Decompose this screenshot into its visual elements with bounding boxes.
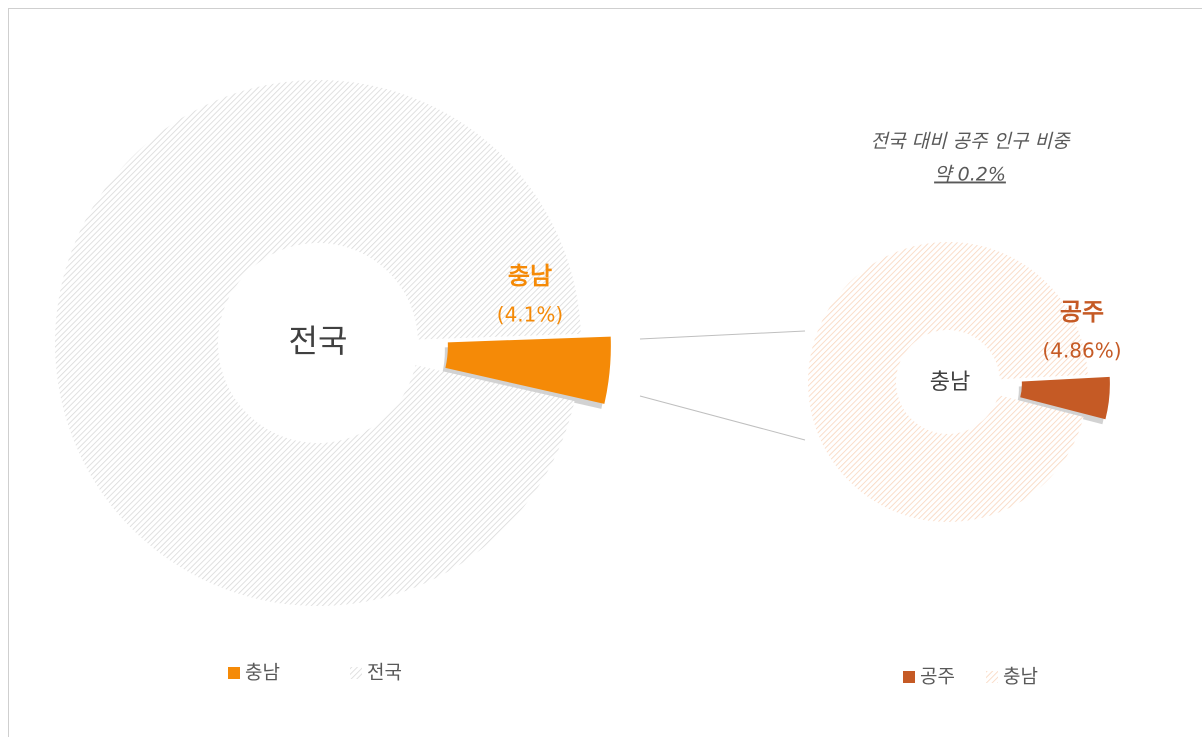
value-label: (4.86%) bbox=[1042, 339, 1121, 363]
center-label: 전국 bbox=[289, 322, 348, 360]
slice bbox=[1020, 376, 1110, 420]
legend-marker bbox=[903, 671, 915, 683]
connector bbox=[639, 395, 806, 441]
legend-label: 공주 bbox=[920, 666, 955, 688]
slice-label: 충남 bbox=[508, 262, 552, 290]
slice-label: 공주 bbox=[1060, 298, 1104, 326]
legend-label: 충남 bbox=[245, 662, 280, 684]
center-label: 충남 bbox=[930, 370, 970, 395]
value-label: (4.1%) bbox=[497, 303, 563, 327]
legend-marker bbox=[986, 671, 998, 683]
annotation: 전국 대비 공주 인구 비중 bbox=[871, 131, 1071, 153]
slice bbox=[54, 79, 581, 606]
legend-label: 충남 bbox=[1003, 666, 1038, 688]
legend-label: 전국 bbox=[367, 662, 402, 684]
slice bbox=[445, 336, 611, 404]
slice bbox=[807, 241, 1088, 522]
connector bbox=[639, 330, 806, 340]
legend-marker bbox=[350, 667, 362, 679]
legend-marker bbox=[228, 667, 240, 679]
annotation: 약 0.2% bbox=[934, 164, 1006, 186]
